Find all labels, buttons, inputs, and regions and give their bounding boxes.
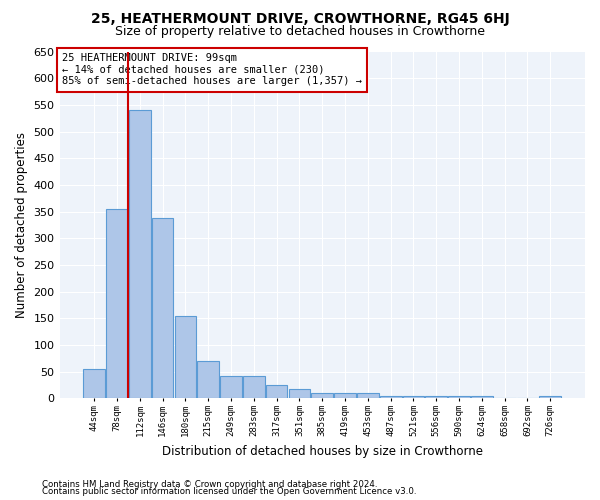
Bar bbox=[152, 218, 173, 398]
Bar bbox=[380, 396, 401, 398]
X-axis label: Distribution of detached houses by size in Crowthorne: Distribution of detached houses by size … bbox=[162, 444, 483, 458]
Bar bbox=[220, 376, 242, 398]
Bar bbox=[539, 396, 561, 398]
Text: Contains public sector information licensed under the Open Government Licence v3: Contains public sector information licen… bbox=[42, 487, 416, 496]
Bar bbox=[425, 396, 447, 398]
Text: Contains HM Land Registry data © Crown copyright and database right 2024.: Contains HM Land Registry data © Crown c… bbox=[42, 480, 377, 489]
Bar bbox=[403, 396, 424, 398]
Text: Size of property relative to detached houses in Crowthorne: Size of property relative to detached ho… bbox=[115, 25, 485, 38]
Bar bbox=[197, 361, 219, 399]
Bar bbox=[311, 393, 333, 398]
Bar bbox=[106, 209, 128, 398]
Bar bbox=[289, 389, 310, 398]
Bar bbox=[448, 396, 470, 398]
Bar bbox=[243, 376, 265, 398]
Bar bbox=[357, 393, 379, 398]
Bar bbox=[129, 110, 151, 399]
Text: 25 HEATHERMOUNT DRIVE: 99sqm
← 14% of detached houses are smaller (230)
85% of s: 25 HEATHERMOUNT DRIVE: 99sqm ← 14% of de… bbox=[62, 53, 362, 86]
Bar bbox=[175, 316, 196, 398]
Bar bbox=[471, 396, 493, 398]
Y-axis label: Number of detached properties: Number of detached properties bbox=[15, 132, 28, 318]
Bar bbox=[266, 385, 287, 398]
Bar bbox=[83, 369, 105, 398]
Text: 25, HEATHERMOUNT DRIVE, CROWTHORNE, RG45 6HJ: 25, HEATHERMOUNT DRIVE, CROWTHORNE, RG45… bbox=[91, 12, 509, 26]
Bar bbox=[334, 393, 356, 398]
